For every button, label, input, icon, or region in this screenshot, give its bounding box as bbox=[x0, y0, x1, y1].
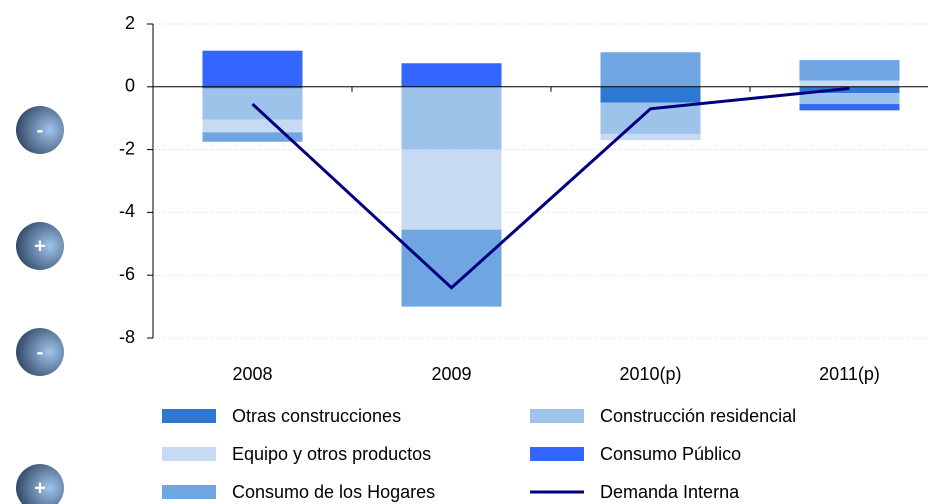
bar-segment bbox=[799, 104, 900, 111]
bar-segment bbox=[202, 119, 303, 133]
legend-swatch bbox=[162, 485, 216, 499]
bar-segment bbox=[600, 86, 701, 103]
y-tick-label: -4 bbox=[119, 201, 135, 221]
x-tick-label: 2011(p) bbox=[819, 364, 880, 384]
bar-segment bbox=[799, 60, 900, 81]
x-tick-label: 2010(p) bbox=[619, 364, 681, 384]
legend-swatch bbox=[162, 409, 216, 423]
bar-segment bbox=[202, 132, 303, 142]
y-tick-label: -8 bbox=[119, 327, 135, 347]
x-tick-label: 2008 bbox=[232, 364, 272, 384]
bar-segment bbox=[799, 80, 900, 87]
legend-label: Consumo Público bbox=[600, 444, 741, 464]
legend-swatch bbox=[530, 447, 584, 461]
legend-label: Equipo y otros productos bbox=[232, 444, 431, 464]
x-tick-label: 2009 bbox=[431, 364, 471, 384]
bar-segment bbox=[401, 63, 502, 87]
bar-segment bbox=[600, 133, 701, 141]
bar-segment bbox=[202, 50, 303, 87]
button-label[interactable]: + bbox=[34, 235, 46, 257]
bar-segment bbox=[799, 86, 900, 94]
legend-label: Demanda Interna bbox=[600, 482, 740, 502]
legend-label: Otras construcciones bbox=[232, 406, 401, 426]
button-label[interactable]: + bbox=[34, 477, 46, 499]
y-tick-label: 0 bbox=[125, 76, 135, 96]
bar-segment bbox=[600, 102, 701, 134]
legend-label: Consumo de los Hogares bbox=[232, 482, 435, 502]
legend-label: Construcción residencial bbox=[600, 406, 796, 426]
legend-swatch bbox=[530, 409, 584, 423]
bar-segment bbox=[401, 86, 502, 150]
line-series bbox=[251, 86, 850, 290]
y-tick-label: 2 bbox=[125, 13, 135, 33]
zoom-buttons: - + - + bbox=[16, 106, 64, 504]
button-label[interactable]: - bbox=[37, 119, 44, 141]
legend-swatch bbox=[162, 447, 216, 461]
zoom-button[interactable] bbox=[16, 464, 64, 504]
zoom-button[interactable] bbox=[16, 222, 64, 270]
bar-segment bbox=[799, 93, 900, 105]
zoom-button[interactable] bbox=[16, 328, 64, 376]
bar-segment bbox=[600, 52, 701, 87]
zoom-button[interactable] bbox=[16, 106, 64, 154]
bar-segment bbox=[401, 229, 502, 307]
button-label[interactable]: - bbox=[37, 341, 44, 363]
y-tick-label: -6 bbox=[119, 264, 135, 284]
bar-segment bbox=[401, 149, 502, 230]
bar-segment bbox=[202, 86, 303, 89]
y-tick-label: -2 bbox=[119, 138, 135, 158]
